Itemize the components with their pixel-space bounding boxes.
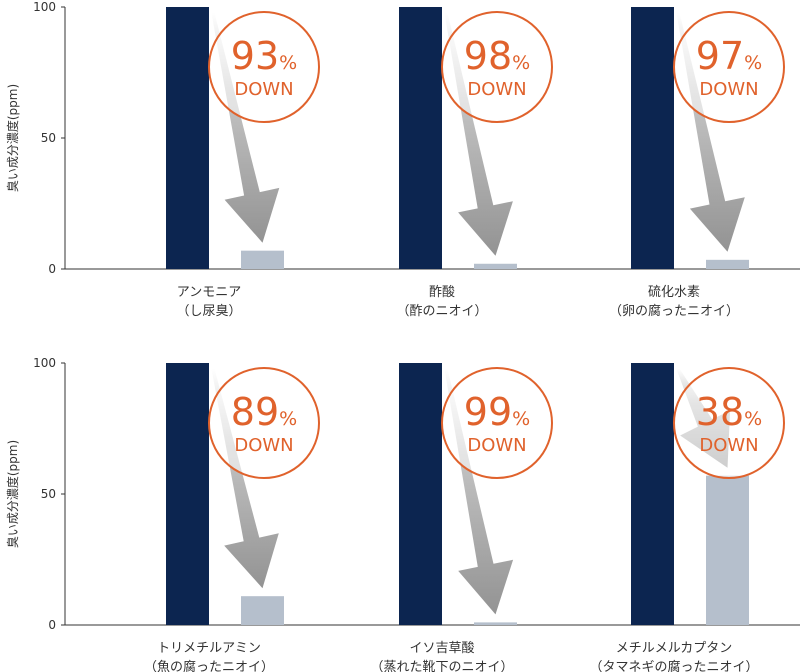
reduction-percent: 98% — [464, 34, 530, 78]
category-sublabel: （し尿臭） — [176, 304, 241, 319]
chart-panel-1: 050100臭い成分濃度(ppm)93%DOWNアンモニア（し尿臭）98%DOW… — [5, 0, 800, 319]
reduction-value: 93 — [231, 34, 279, 78]
reduction-percent: 99% — [464, 390, 530, 434]
category-label: アンモニア — [177, 285, 241, 300]
reduction-down-label: DOWN — [467, 435, 526, 456]
reduction-badge — [441, 367, 553, 479]
bar-before — [631, 7, 674, 269]
bar-after — [241, 250, 284, 269]
reduction-unit: % — [279, 408, 297, 430]
y-axis-label: 臭い成分濃度(ppm) — [5, 440, 20, 548]
reduction-badge — [673, 367, 785, 479]
bar-before — [399, 7, 442, 269]
reduction-percent: 38% — [696, 390, 762, 434]
reduction-down-label: DOWN — [699, 79, 758, 100]
y-axis-label: 臭い成分濃度(ppm) — [5, 84, 20, 192]
y-tick-label: 50 — [41, 131, 56, 145]
reduction-badge — [673, 11, 785, 123]
reduction-unit: % — [512, 52, 530, 74]
reduction-value: 98 — [464, 34, 512, 78]
reduction-down-label: DOWN — [234, 79, 293, 100]
reduction-down-label: DOWN — [234, 435, 293, 456]
reduction-percent: 93% — [231, 34, 297, 78]
category-sublabel: （魚の腐ったニオイ） — [144, 660, 274, 672]
bar-before — [631, 363, 674, 625]
category-label: イソ吉草酸 — [409, 641, 474, 656]
y-tick-label: 50 — [41, 487, 56, 501]
reduction-unit: % — [279, 52, 297, 74]
reduction-down-label: DOWN — [699, 435, 758, 456]
reduction-badge — [208, 367, 320, 479]
y-tick-label: 0 — [48, 262, 56, 276]
reduction-unit: % — [744, 52, 762, 74]
bar-after — [241, 596, 284, 625]
reduction-value: 89 — [231, 390, 279, 434]
category-label: トリメチルアミン — [157, 641, 261, 656]
category-label: 酢酸 — [429, 285, 455, 300]
category-sublabel: （蒸れた靴下のニオイ） — [370, 660, 513, 672]
category-sublabel: （酢のニオイ） — [396, 304, 487, 319]
bar-before — [166, 7, 209, 269]
reduction-value: 99 — [464, 390, 512, 434]
category-sublabel: （タマネギの腐ったニオイ） — [589, 660, 758, 672]
bar-before — [399, 363, 442, 625]
y-tick-label: 100 — [33, 356, 56, 370]
bar-after — [474, 622, 517, 625]
reduction-percent: 89% — [231, 390, 297, 434]
reduction-value: 97 — [696, 34, 744, 78]
category-sublabel: （卵の腐ったニオイ） — [609, 304, 739, 319]
reduction-value: 38 — [696, 390, 744, 434]
reduction-unit: % — [512, 408, 530, 430]
bar-before — [166, 363, 209, 625]
reduction-unit: % — [744, 408, 762, 430]
bar-after — [474, 263, 517, 269]
reduction-badge — [441, 11, 553, 123]
y-tick-label: 100 — [33, 0, 56, 14]
category-label: メチルメルカプタン — [616, 641, 733, 656]
chart-panel-2: 050100臭い成分濃度(ppm)89%DOWNトリメチルアミン（魚の腐ったニオ… — [5, 356, 800, 672]
y-tick-label: 0 — [48, 618, 56, 632]
reduction-badge — [208, 11, 320, 123]
category-label: 硫化水素 — [648, 285, 700, 300]
bar-after — [706, 259, 749, 269]
reduction-percent: 97% — [696, 34, 762, 78]
bar-after — [706, 475, 749, 625]
reduction-down-label: DOWN — [467, 79, 526, 100]
